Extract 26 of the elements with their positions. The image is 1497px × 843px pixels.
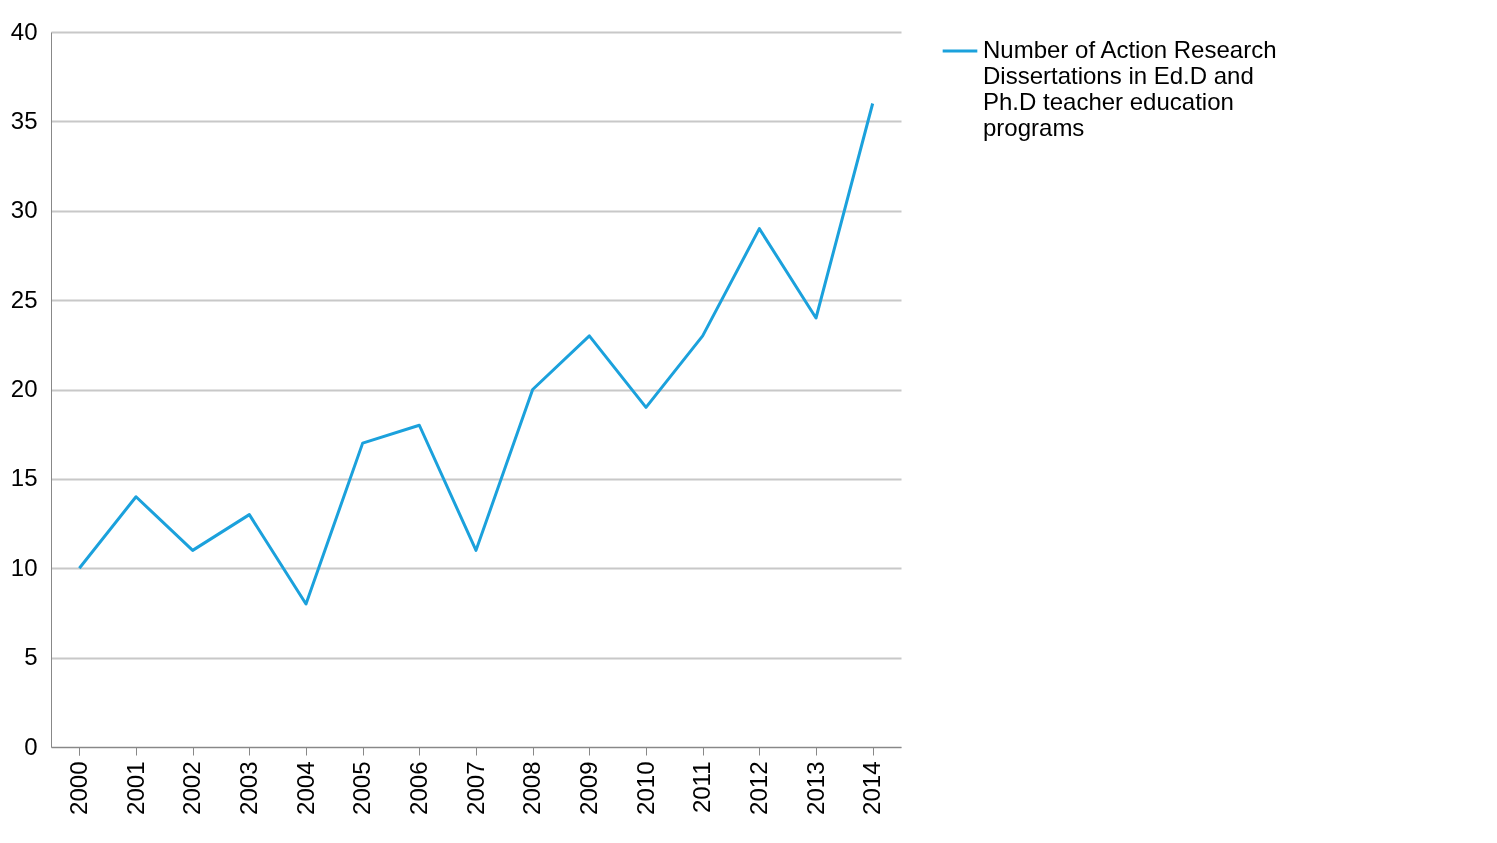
legend-label: Number of Action Research Dissertations in Ed.D and Ph.D teacher education programs <box>983 36 1277 141</box>
x-tick-label: 2010 <box>631 761 659 815</box>
x-tick-label: 2013 <box>801 761 829 815</box>
x-tick-label: 2007 <box>461 761 489 815</box>
y-tick-label: 15 <box>10 464 38 492</box>
line-series <box>77 102 875 606</box>
y-tick-label: 10 <box>10 553 38 581</box>
y-tick-label: 20 <box>10 375 38 402</box>
y-tick-label: 0 <box>24 732 38 760</box>
x-tick-label: 2005 <box>348 761 376 815</box>
x-tick-label: 2001 <box>121 761 149 815</box>
x-tick-label: 2011 <box>688 761 716 814</box>
y-tick-label: 35 <box>10 106 38 134</box>
x-tick-label: 2002 <box>178 761 206 815</box>
x-tick-label: 2012 <box>744 761 772 815</box>
x-tick-label: 2014 <box>858 761 886 815</box>
y-tick-label: 40 <box>10 17 38 45</box>
x-tick-label: 2008 <box>518 761 546 815</box>
x-tick-label: 2009 <box>574 761 602 815</box>
y-tick-label: 25 <box>10 285 38 313</box>
x-tick-label: 2000 <box>64 761 92 815</box>
x-tick-label: 2006 <box>404 761 432 815</box>
y-tick-label: 5 <box>24 643 38 671</box>
x-tick-label: 2004 <box>291 761 319 815</box>
y-tick-label: 30 <box>10 196 38 224</box>
x-tick-label: 2003 <box>234 761 262 815</box>
